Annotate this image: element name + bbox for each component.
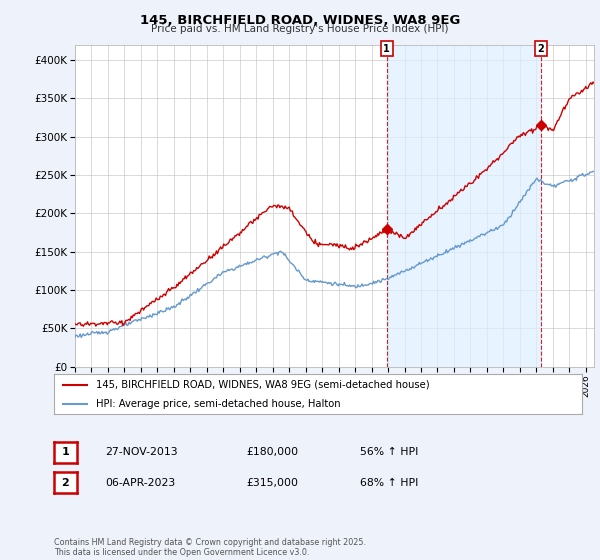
Text: Contains HM Land Registry data © Crown copyright and database right 2025.
This d: Contains HM Land Registry data © Crown c… — [54, 538, 366, 557]
Text: £315,000: £315,000 — [246, 478, 298, 488]
Text: 145, BIRCHFIELD ROAD, WIDNES, WA8 9EG: 145, BIRCHFIELD ROAD, WIDNES, WA8 9EG — [140, 14, 460, 27]
Text: 06-APR-2023: 06-APR-2023 — [105, 478, 175, 488]
Text: HPI: Average price, semi-detached house, Halton: HPI: Average price, semi-detached house,… — [96, 399, 341, 408]
Bar — [387, 45, 541, 367]
Text: 56% ↑ HPI: 56% ↑ HPI — [360, 447, 418, 458]
Text: 27-NOV-2013: 27-NOV-2013 — [105, 447, 178, 458]
Text: £180,000: £180,000 — [246, 447, 298, 458]
Text: 68% ↑ HPI: 68% ↑ HPI — [360, 478, 418, 488]
Text: 145, BIRCHFIELD ROAD, WIDNES, WA8 9EG (semi-detached house): 145, BIRCHFIELD ROAD, WIDNES, WA8 9EG (s… — [96, 380, 430, 390]
Text: Price paid vs. HM Land Registry's House Price Index (HPI): Price paid vs. HM Land Registry's House … — [151, 24, 449, 34]
Text: 1: 1 — [383, 44, 390, 54]
Text: 1: 1 — [62, 447, 69, 458]
Text: 2: 2 — [62, 478, 69, 488]
Text: 2: 2 — [538, 44, 544, 54]
